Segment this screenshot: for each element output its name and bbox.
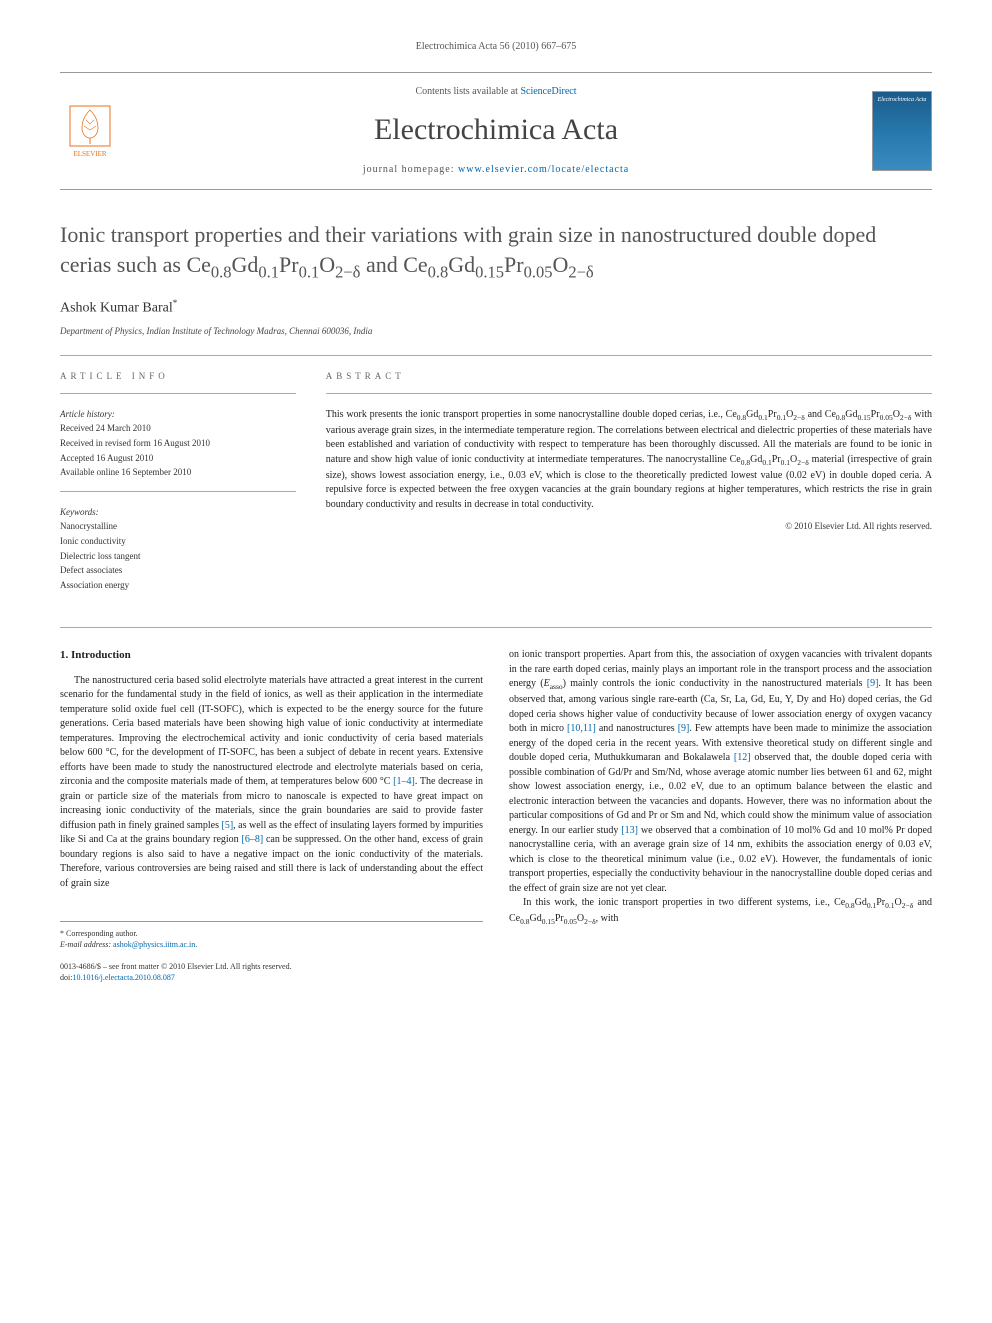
article-title: Ionic transport properties and their var… (60, 220, 932, 283)
body-paragraph: In this work, the ionic transport proper… (509, 896, 932, 928)
issn-line: 0013-4686/$ – see front matter © 2010 El… (60, 961, 483, 972)
cover-label: Electrochimica Acta (878, 96, 927, 104)
author-mark: * (173, 298, 178, 308)
homepage-prefix: journal homepage: (363, 164, 458, 175)
email-line: E-mail address: ashok@physics.iitm.ac.in… (60, 939, 483, 950)
body-columns: 1. Introduction The nanostructured ceria… (60, 648, 932, 983)
abstract-text: This work presents the ionic transport p… (326, 408, 932, 512)
accepted-line: Accepted 16 August 2010 (60, 452, 296, 465)
keywords-block: Keywords: Nanocrystalline Ionic conducti… (60, 506, 296, 592)
left-col: 1. Introduction The nanostructured ceria… (60, 648, 483, 983)
received-line: Received 24 March 2010 (60, 422, 296, 435)
divider (60, 355, 932, 356)
abstract-head: abstract (326, 370, 932, 383)
keyword: Ionic conductivity (60, 535, 296, 548)
author-name: Ashok Kumar Baral (60, 301, 173, 316)
right-col: on ionic transport properties. Apart fro… (509, 648, 932, 983)
tree-icon (66, 102, 114, 150)
body-paragraph: The nanostructured ceria based solid ele… (60, 674, 483, 892)
masthead: ELSEVIER Contents lists available at Sci… (60, 72, 932, 190)
divider (326, 393, 932, 394)
sciencedirect-link[interactable]: ScienceDirect (520, 86, 576, 97)
abstract-col: abstract This work presents the ionic tr… (326, 370, 932, 603)
article-info-head: article info (60, 370, 296, 383)
masthead-center: Contents lists available at ScienceDirec… (120, 85, 872, 177)
elsevier-logo: ELSEVIER (60, 96, 120, 166)
revised-line: Received in revised form 16 August 2010 (60, 437, 296, 450)
history-block: Article history: Received 24 March 2010 … (60, 408, 296, 479)
article-info-col: article info Article history: Received 2… (60, 370, 296, 603)
contents-available-line: Contents lists available at ScienceDirec… (120, 85, 872, 99)
author-line: Ashok Kumar Baral* (60, 297, 932, 318)
doi-link[interactable]: 10.1016/j.electacta.2010.08.087 (72, 973, 174, 982)
keyword: Dielectric loss tangent (60, 550, 296, 563)
info-abstract-row: article info Article history: Received 2… (60, 370, 932, 603)
affiliation: Department of Physics, Indian Institute … (60, 325, 932, 338)
publisher-name: ELSEVIER (73, 150, 106, 160)
footnote-block: * Corresponding author. E-mail address: … (60, 921, 483, 983)
online-line: Available online 16 September 2010 (60, 466, 296, 479)
keyword: Association energy (60, 579, 296, 592)
journal-name: Electrochimica Acta (120, 109, 872, 151)
abstract-copyright: © 2010 Elsevier Ltd. All rights reserved… (326, 520, 932, 533)
email-label: E-mail address: (60, 940, 113, 949)
history-label: Article history: (60, 408, 296, 421)
doi-line: doi:10.1016/j.electacta.2010.08.087 (60, 972, 483, 983)
keyword: Nanocrystalline (60, 520, 296, 533)
citation-line: Electrochimica Acta 56 (2010) 667–675 (60, 40, 932, 54)
contents-prefix: Contents lists available at (415, 86, 520, 97)
body-paragraph: on ionic transport properties. Apart fro… (509, 648, 932, 896)
keywords-label: Keywords: (60, 506, 296, 519)
journal-cover-thumbnail: Electrochimica Acta (872, 91, 932, 171)
corresponding-author: * Corresponding author. (60, 928, 483, 939)
divider (60, 491, 296, 492)
homepage-line: journal homepage: www.elsevier.com/locat… (120, 163, 872, 177)
divider (60, 627, 932, 628)
section-heading: 1. Introduction (60, 648, 483, 663)
divider (60, 393, 296, 394)
keyword: Defect associates (60, 564, 296, 577)
homepage-link[interactable]: www.elsevier.com/locate/electacta (458, 164, 629, 175)
email-link[interactable]: ashok@physics.iitm.ac.in (113, 940, 195, 949)
